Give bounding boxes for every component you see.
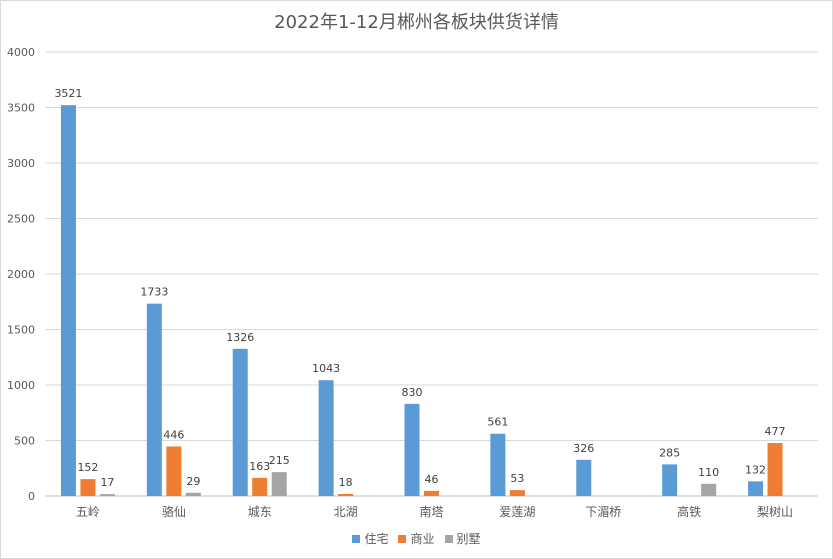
x-tick-label: 五岭 — [76, 505, 100, 519]
chart-title: 2022年1-12月郴州各板块供货详情 — [274, 12, 559, 33]
data-label: 1043 — [312, 362, 340, 375]
data-label: 285 — [659, 446, 680, 459]
x-tick-label: 北湖 — [334, 504, 358, 519]
x-tick-label: 爱莲湖 — [499, 504, 535, 519]
y-tick-label: 1000 — [7, 379, 35, 392]
data-label: 215 — [269, 454, 290, 467]
data-label: 561 — [487, 416, 508, 429]
bar — [490, 433, 506, 496]
bar — [662, 464, 678, 496]
legend-item: 住宅 — [352, 530, 388, 547]
y-tick-label: 3000 — [7, 157, 35, 170]
legend-swatch — [398, 534, 407, 543]
data-label: 132 — [745, 463, 766, 476]
bar — [271, 472, 287, 496]
x-tick-label: 骆仙 — [162, 504, 186, 519]
y-tick-label: 500 — [14, 435, 35, 448]
x-tick-label: 梨树山 — [757, 504, 793, 519]
data-label: 152 — [77, 461, 98, 474]
x-axis: 五岭 骆仙 城东 北湖 南塔 爱莲湖 下湄桥 高铁 梨树山 — [76, 504, 793, 519]
gridlines — [45, 51, 818, 497]
legend-label: 别墅 — [456, 532, 481, 546]
bar — [166, 446, 182, 496]
x-tick-label: 高铁 — [677, 504, 701, 519]
bar — [767, 443, 783, 496]
bar — [185, 492, 201, 496]
data-label: 163 — [249, 460, 270, 473]
bar — [60, 105, 76, 496]
data-label: 46 — [425, 473, 439, 486]
legend-label: 住宅 — [364, 532, 389, 546]
bar — [146, 303, 162, 496]
y-tick-label: 1500 — [7, 324, 35, 337]
data-label: 326 — [573, 442, 594, 455]
y-tick-label: 4000 — [7, 46, 35, 59]
legend-swatch — [444, 534, 453, 543]
x-tick-label: 下湄桥 — [585, 505, 621, 519]
legend-item: 商业 — [398, 530, 435, 547]
data-label: 29 — [186, 475, 200, 488]
bar — [80, 479, 96, 496]
data-label: 17 — [100, 476, 114, 489]
bar — [318, 380, 334, 496]
y-tick-label: 2500 — [7, 213, 35, 226]
data-label: 53 — [510, 472, 524, 485]
bars — [60, 105, 783, 496]
data-label: 1326 — [226, 331, 254, 344]
legend: 住宅 商业 别墅 — [0, 530, 833, 547]
bar — [404, 403, 420, 496]
bar — [509, 490, 525, 496]
bar — [99, 494, 115, 496]
x-tick-label: 南塔 — [419, 504, 443, 519]
data-label: 110 — [698, 466, 719, 479]
bar — [338, 494, 354, 496]
bar — [232, 348, 248, 496]
y-tick-label: 2000 — [7, 268, 35, 281]
data-label: 1733 — [140, 286, 168, 299]
bar — [748, 481, 764, 496]
data-label: 18 — [339, 476, 353, 489]
bar — [576, 459, 592, 496]
data-label: 3521 — [54, 87, 82, 100]
y-tick-label: 0 — [28, 490, 35, 503]
y-tick-label: 3500 — [7, 102, 35, 115]
bar — [701, 483, 717, 496]
data-label: 446 — [163, 428, 184, 441]
data-label: 477 — [765, 425, 786, 438]
legend-item: 别墅 — [444, 530, 481, 547]
x-tick-label: 城东 — [248, 505, 272, 519]
legend-swatch — [352, 534, 361, 543]
data-label: 830 — [402, 386, 423, 399]
bar — [424, 490, 439, 496]
y-axis: 0 500 1000 1500 2000 2500 3000 3500 4000 — [7, 46, 35, 503]
bar — [252, 477, 268, 496]
legend-label: 商业 — [410, 532, 435, 546]
